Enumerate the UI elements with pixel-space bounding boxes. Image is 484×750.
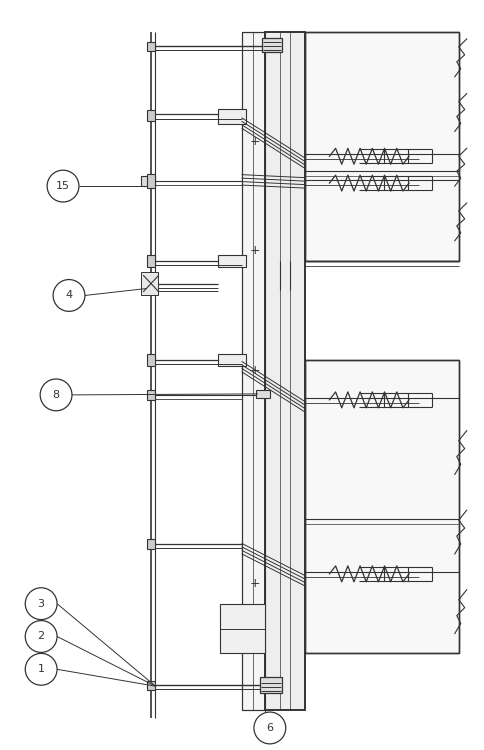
Bar	[147, 110, 155, 122]
Bar	[147, 390, 155, 400]
Text: 3: 3	[38, 598, 45, 609]
Bar	[218, 109, 246, 124]
Bar	[147, 539, 155, 549]
Text: 15: 15	[56, 181, 70, 191]
Bar	[140, 272, 158, 296]
Bar	[304, 32, 459, 261]
Bar	[147, 354, 155, 366]
Text: 1: 1	[38, 664, 45, 674]
Circle shape	[25, 620, 57, 652]
Bar	[242, 32, 265, 710]
Bar	[304, 360, 459, 653]
Bar	[304, 360, 459, 653]
Text: 6: 6	[266, 723, 273, 733]
Text: +: +	[250, 578, 260, 590]
Text: 8: 8	[52, 390, 60, 400]
Circle shape	[47, 170, 79, 202]
Text: 2: 2	[38, 632, 45, 641]
Circle shape	[25, 653, 57, 686]
Bar	[147, 174, 155, 188]
Text: +: +	[250, 364, 260, 376]
Bar	[147, 681, 155, 690]
Bar	[220, 604, 265, 653]
Bar	[242, 32, 265, 710]
Bar	[265, 32, 304, 710]
Bar	[304, 32, 459, 261]
Circle shape	[40, 379, 72, 411]
Bar	[147, 42, 155, 51]
Bar	[265, 32, 304, 710]
Text: +: +	[250, 135, 260, 148]
Circle shape	[254, 712, 286, 744]
Text: 4: 4	[65, 290, 73, 301]
Bar	[147, 255, 155, 267]
Bar	[218, 354, 246, 366]
Bar	[262, 38, 282, 52]
Circle shape	[25, 588, 57, 620]
Bar	[260, 677, 282, 693]
Circle shape	[53, 280, 85, 311]
Text: +: +	[250, 244, 260, 257]
Bar	[218, 255, 246, 267]
Bar	[256, 390, 270, 398]
Bar	[140, 176, 154, 186]
